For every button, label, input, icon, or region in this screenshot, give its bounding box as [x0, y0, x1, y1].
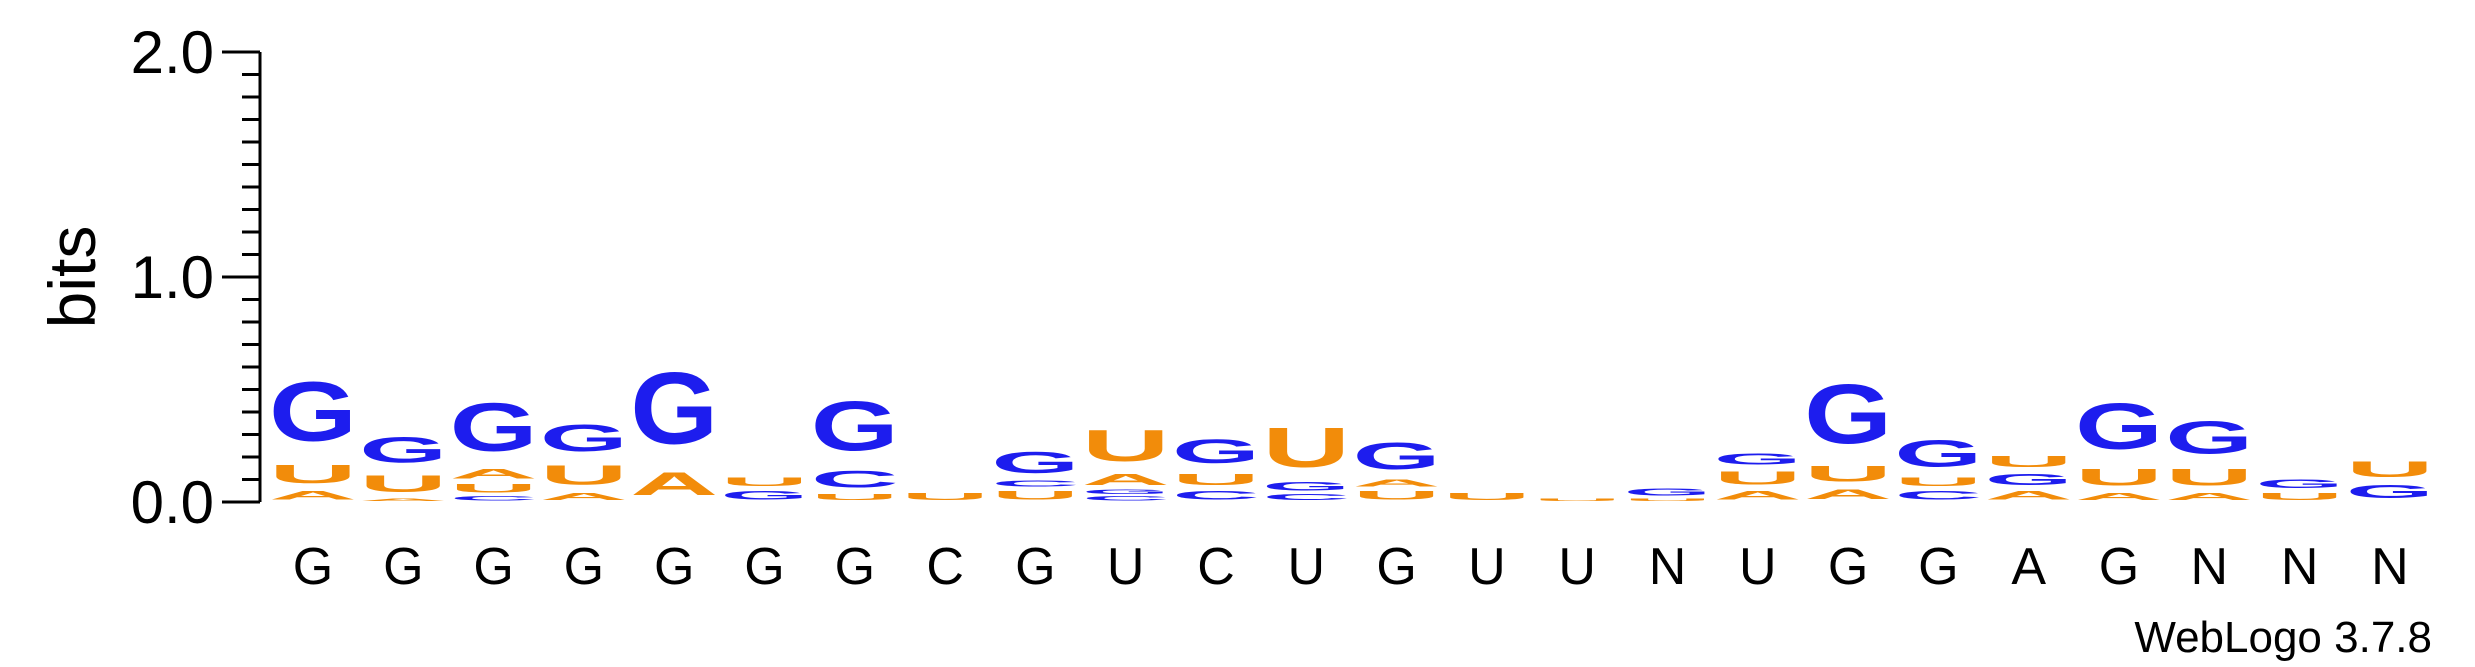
- position-label: G: [744, 538, 784, 596]
- y-minor-ticks: [242, 73, 260, 481]
- position-label: G: [383, 538, 423, 596]
- logo-letter-U: U: [2256, 491, 2344, 502]
- logo-letter-A: A: [359, 498, 447, 502]
- logo-letter-G: G: [2165, 412, 2253, 463]
- logo-letter-G: G: [1624, 486, 1712, 497]
- logo-letter-C: C: [450, 495, 538, 502]
- logo-letter-G: G: [2256, 477, 2344, 490]
- logo-letter-U: U: [1172, 471, 1260, 489]
- logo-letter-U: U: [721, 475, 809, 488]
- logo-letter-G: G: [359, 430, 447, 470]
- logo-letter-A: A: [1985, 489, 2073, 502]
- y-tick-label-1: 1.0: [131, 244, 214, 311]
- logo-letter-U: U: [450, 482, 538, 495]
- logo-letter-U: U: [1714, 468, 1802, 488]
- logo-letter-U: U: [1353, 489, 1441, 502]
- logo-letter-G: G: [1714, 450, 1802, 468]
- logo-letter-U: U: [2346, 457, 2434, 482]
- logo-letter-U: U: [1804, 461, 1892, 486]
- logo-letter-C: C: [1082, 495, 1170, 502]
- y-axis: 2.0 1.0 0.0 bits: [35, 19, 262, 536]
- logo-letter-G: G: [2075, 389, 2163, 463]
- logo-letter-G: G: [1804, 368, 1892, 462]
- position-label: N: [2191, 538, 2229, 596]
- logo-letter-G: G: [1082, 488, 1170, 495]
- position-label: G: [2099, 538, 2139, 596]
- logo-letter-A: A: [2075, 491, 2163, 502]
- logo-letter-C: C: [1172, 489, 1260, 502]
- logo-letter-U: U: [1533, 498, 1621, 502]
- logo-letter-G: G: [540, 416, 628, 459]
- position-label: G: [654, 538, 694, 596]
- position-label: G: [1828, 538, 1868, 596]
- position-label: A: [2011, 538, 2046, 596]
- logo-letter-A: A: [450, 466, 538, 482]
- logo-letter-G: G: [269, 365, 357, 459]
- position-label: U: [1739, 538, 1777, 596]
- logo-letter-G: G: [1172, 432, 1260, 470]
- logo-letter-C: C: [1262, 493, 1350, 502]
- y-axis-label: bits: [35, 226, 109, 329]
- position-label: N: [2371, 538, 2409, 596]
- position-label: U: [1558, 538, 1596, 596]
- logo-letter-U: U: [1082, 421, 1170, 470]
- position-label: G: [1015, 538, 1055, 596]
- logo-letter-U: U: [1624, 498, 1712, 502]
- logo-letter-U: U: [1262, 417, 1350, 480]
- position-label: N: [2281, 538, 2319, 596]
- logo-letter-G: G: [721, 489, 809, 502]
- logo-letter-U: U: [991, 489, 1079, 502]
- logo-letter-A: A: [269, 489, 357, 502]
- logo-letter-G: G: [630, 350, 718, 465]
- logo-letter-G: G: [1985, 471, 2073, 489]
- logo-letter-G: G: [811, 387, 899, 465]
- logo-letter-G: G: [2346, 482, 2434, 502]
- logo-letter-U: U: [811, 493, 899, 502]
- logo-letter-U: U: [901, 491, 989, 502]
- logo-letter-C: C: [991, 480, 1079, 489]
- logo-letter-U: U: [2165, 463, 2253, 490]
- position-label: G: [473, 538, 513, 596]
- position-label: U: [1288, 538, 1326, 596]
- logo-letter-C: C: [1894, 489, 1982, 502]
- logo-letter-A: A: [1714, 489, 1802, 502]
- position-label: U: [1107, 538, 1145, 596]
- position-label: G: [1376, 538, 1416, 596]
- position-label: G: [1918, 538, 1958, 596]
- logo-letter-C: C: [811, 466, 899, 493]
- logo-letter-A: A: [1082, 471, 1170, 489]
- position-label: N: [1649, 538, 1687, 596]
- position-label: G: [293, 538, 333, 596]
- position-label: G: [835, 538, 875, 596]
- logo-letter-G: G: [1894, 432, 1982, 475]
- logo-letter-U: U: [269, 459, 357, 488]
- position-label: U: [1468, 538, 1506, 596]
- position-label: C: [926, 538, 964, 596]
- logo-letter-U: U: [1985, 453, 2073, 471]
- logo-letter-U: U: [359, 470, 447, 497]
- logo-letter-U: U: [540, 459, 628, 490]
- logo-letter-U: U: [1443, 491, 1531, 502]
- y-tick-label-2: 2.0: [131, 19, 214, 86]
- position-label: G: [564, 538, 604, 596]
- logo-letter-G: G: [450, 389, 538, 466]
- logo-letter-A: A: [630, 466, 718, 502]
- logo-letter-A: A: [1804, 486, 1892, 502]
- logo-letter-A: A: [540, 491, 628, 502]
- logo-letter-G: G: [991, 446, 1079, 480]
- y-tick-label-0: 0.0: [131, 469, 214, 536]
- logo-letter-A: A: [1353, 477, 1441, 488]
- weblogo-credit: WebLogo 3.7.8: [2134, 613, 2432, 662]
- logo-letter-U: U: [2075, 463, 2163, 490]
- logo-letter-U: U: [1894, 475, 1982, 488]
- logo-letter-G: G: [1262, 480, 1350, 493]
- logo-letter-A: A: [2165, 491, 2253, 502]
- logo-letter-G: G: [1353, 434, 1441, 477]
- position-label: C: [1197, 538, 1235, 596]
